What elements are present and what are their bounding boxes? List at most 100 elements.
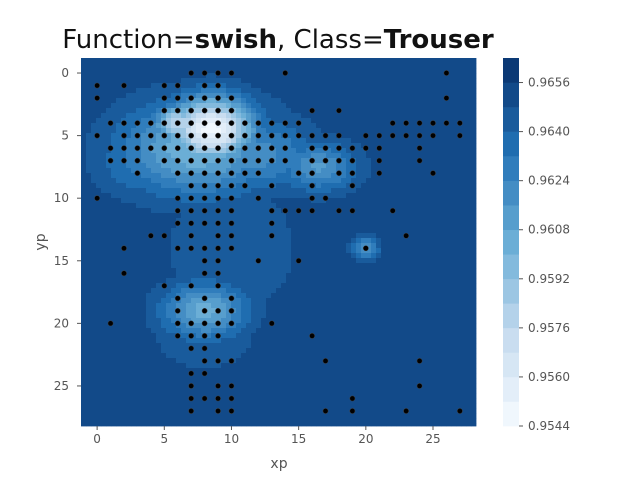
contour-cell xyxy=(386,278,392,284)
contour-cell xyxy=(466,143,472,149)
contour-cell xyxy=(466,228,472,234)
contour-cell xyxy=(131,343,137,349)
contour-cell xyxy=(266,248,272,254)
contour-cell xyxy=(216,213,222,219)
contour-cell xyxy=(231,83,237,89)
contour-cell xyxy=(356,323,362,329)
contour-cell xyxy=(146,163,152,169)
contour-cell xyxy=(136,328,142,334)
contour-cell xyxy=(381,363,387,369)
contour-cell xyxy=(341,363,347,369)
contour-cell xyxy=(241,353,247,359)
contour-cell xyxy=(241,268,247,274)
contour-cell xyxy=(136,123,142,129)
contour-cell xyxy=(346,253,352,259)
contour-cell xyxy=(256,268,262,274)
contour-cell xyxy=(471,63,477,69)
contour-cell xyxy=(306,368,312,374)
contour-cell xyxy=(136,188,142,194)
contour-cell xyxy=(366,258,372,264)
contour-cell xyxy=(296,73,302,79)
contour-cell xyxy=(296,328,302,334)
contour-cell xyxy=(136,238,142,244)
contour-cell xyxy=(411,223,417,229)
contour-cell xyxy=(251,223,257,229)
contour-cell xyxy=(436,118,442,124)
contour-cell xyxy=(301,73,307,79)
contour-cell xyxy=(226,163,232,169)
contour-cell xyxy=(191,78,197,84)
contour-cell xyxy=(396,73,402,79)
contour-cell xyxy=(346,243,352,249)
contour-cell xyxy=(411,73,417,79)
contour-cell xyxy=(221,198,227,204)
contour-cell xyxy=(426,338,432,344)
contour-cell xyxy=(411,93,417,99)
contour-cell xyxy=(191,238,197,244)
contour-cell xyxy=(331,323,337,329)
contour-cell xyxy=(446,353,452,359)
contour-cell xyxy=(441,163,447,169)
contour-cell xyxy=(441,108,447,114)
contour-cell xyxy=(121,303,127,309)
contour-cell xyxy=(291,343,297,349)
contour-cell xyxy=(441,63,447,69)
contour-cell xyxy=(391,198,397,204)
contour-cell xyxy=(296,278,302,284)
contour-cell xyxy=(351,238,357,244)
contour-cell xyxy=(231,223,237,229)
contour-cell xyxy=(111,273,117,279)
contour-cell xyxy=(331,313,337,319)
contour-cell xyxy=(421,193,427,199)
contour-cell xyxy=(211,248,217,254)
contour-cell xyxy=(241,308,247,314)
contour-cell xyxy=(126,338,132,344)
contour-cell xyxy=(251,83,257,89)
contour-cell xyxy=(281,123,287,129)
contour-cell xyxy=(351,83,357,89)
contour-cell xyxy=(256,153,262,159)
contour-cell xyxy=(281,138,287,144)
contour-cell xyxy=(101,288,107,294)
contour-cell xyxy=(251,258,257,264)
contour-cell xyxy=(211,288,217,294)
contour-cell xyxy=(141,323,147,329)
contour-cell xyxy=(366,248,372,254)
contour-cell xyxy=(221,338,227,344)
contour-cell xyxy=(441,313,447,319)
contour-cell xyxy=(256,58,262,64)
contour-cell xyxy=(391,303,397,309)
contour-cell xyxy=(266,308,272,314)
contour-cell xyxy=(106,163,112,169)
contour-cell xyxy=(116,208,122,214)
contour-cell xyxy=(231,163,237,169)
contour-cell xyxy=(456,348,462,354)
contour-cell xyxy=(461,203,467,209)
contour-cell xyxy=(461,333,467,339)
contour-cell xyxy=(411,208,417,214)
contour-cell xyxy=(196,118,202,124)
contour-cell xyxy=(441,303,447,309)
contour-cell xyxy=(356,258,362,264)
contour-cell xyxy=(246,263,252,269)
contour-cell xyxy=(141,123,147,129)
contour-cell xyxy=(166,148,172,154)
contour-cell xyxy=(131,153,137,159)
contour-cell xyxy=(166,283,172,289)
contour-cell xyxy=(471,168,477,174)
contour-cell xyxy=(266,213,272,219)
contour-cell xyxy=(186,143,192,149)
contour-cell xyxy=(471,93,477,99)
contour-cell xyxy=(111,258,117,264)
contour-cell xyxy=(166,143,172,149)
contour-cell xyxy=(191,213,197,219)
contour-cell xyxy=(341,353,347,359)
contour-cell xyxy=(236,143,242,149)
contour-cell xyxy=(361,358,367,364)
contour-cell xyxy=(401,58,407,64)
contour-cell xyxy=(86,63,92,69)
contour-cell xyxy=(346,88,352,94)
contour-cell xyxy=(336,333,342,339)
contour-cell xyxy=(306,203,312,209)
contour-cell xyxy=(366,168,372,174)
